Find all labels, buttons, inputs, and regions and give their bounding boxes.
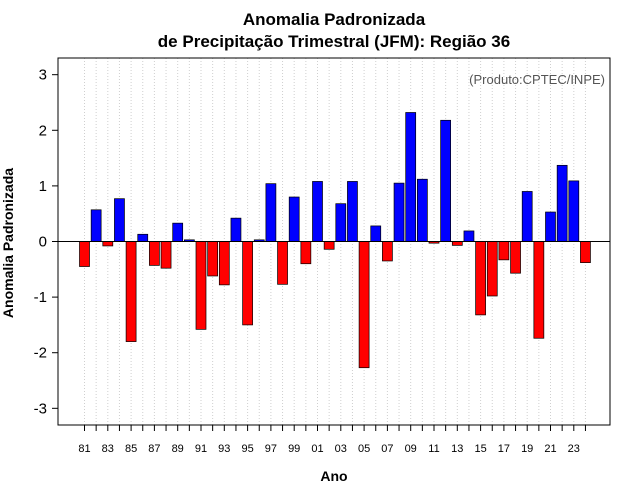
- bar-2006: [370, 225, 382, 242]
- bar-1993: [218, 241, 230, 286]
- bar-1994: [230, 217, 242, 242]
- x-tick-label: 23: [568, 443, 580, 455]
- bar-1995: [242, 241, 253, 326]
- bar-2014: [463, 230, 475, 242]
- x-tick-label: 03: [335, 443, 347, 455]
- bar-1998: [277, 241, 288, 285]
- bar-2010: [417, 178, 428, 242]
- x-tick-label: 91: [195, 443, 207, 455]
- bar-2012: [440, 119, 451, 242]
- x-tick-label: 87: [148, 443, 160, 455]
- y-tick-label: 1: [39, 178, 47, 195]
- bar-1997: [265, 183, 277, 242]
- x-tick-label: 85: [125, 443, 137, 455]
- x-tick-label: 05: [358, 443, 370, 455]
- y-tick-label: 2: [39, 122, 47, 139]
- bar-1984: [114, 198, 125, 242]
- bar-1985: [125, 241, 137, 342]
- bar-2019: [521, 191, 533, 242]
- x-tick-label: 09: [405, 443, 417, 455]
- bar-1999: [288, 196, 300, 242]
- x-tick-label: 97: [265, 443, 277, 455]
- x-tick-label: 13: [451, 443, 463, 455]
- x-tick-label: 17: [498, 443, 510, 455]
- bar-1991: [195, 241, 207, 330]
- bar-1992: [207, 241, 218, 277]
- x-axis: 81 83 85 87 89 91 93 95 97 99 01 03 05 07 09 11 13 15 17 19…: [78, 425, 586, 455]
- x-tick-label: 19: [521, 443, 533, 455]
- bar-2020: [533, 241, 545, 339]
- x-tick-label: 81: [78, 443, 90, 455]
- bars: [79, 112, 591, 369]
- bar-2017: [498, 241, 510, 261]
- bar-1983: [102, 241, 114, 247]
- y-axis: -3 -2 -1 0 1 2 3: [34, 67, 58, 417]
- x-tick-label: 11: [428, 443, 439, 455]
- y-tick-label: -1: [34, 289, 47, 306]
- bar-2009: [405, 112, 417, 242]
- bar-2024: [580, 241, 591, 263]
- bar-2001: [312, 181, 323, 242]
- bar-2008: [393, 182, 405, 242]
- bar-1988: [160, 241, 172, 269]
- x-tick-label: 15: [474, 443, 486, 455]
- bar-2013: [451, 241, 463, 246]
- bar-2003: [335, 203, 347, 242]
- bar-2002: [323, 241, 335, 250]
- y-tick-label: 3: [39, 67, 47, 84]
- y-axis-label: Anomalia Padronizada: [0, 168, 16, 318]
- x-tick-label: 93: [218, 443, 230, 455]
- bar-1987: [149, 241, 160, 266]
- x-tick-label: 07: [381, 443, 393, 455]
- bar-2016: [486, 241, 498, 297]
- bar-1981: [79, 241, 90, 267]
- bar-1986: [137, 233, 149, 242]
- bar-2005: [358, 241, 370, 369]
- bar-2022: [556, 164, 568, 242]
- x-tick-label: 95: [241, 443, 253, 455]
- x-tick-label: 83: [102, 443, 114, 455]
- x-tick-label: 21: [544, 443, 556, 455]
- bar-2015: [475, 241, 486, 316]
- chart-title-line-2: de Precipitação Trimestral (JFM): Região…: [158, 32, 510, 51]
- bar-2018: [510, 241, 521, 274]
- bar-2021: [545, 211, 556, 242]
- credit-annotation: (Produto:CPTEC/INPE): [469, 72, 605, 87]
- bar-1989: [172, 222, 184, 242]
- x-tick-label: 99: [288, 443, 300, 455]
- x-axis-label: Ano: [320, 468, 347, 484]
- y-tick-label: -2: [34, 345, 47, 362]
- y-tick-label: 0: [39, 234, 47, 251]
- bar-1982: [90, 209, 102, 242]
- y-tick-label: -3: [34, 400, 47, 417]
- bar-2007: [382, 241, 393, 262]
- chart-title-line-1: Anomalia Padronizada: [243, 10, 426, 29]
- x-tick-label: 89: [172, 443, 184, 455]
- bar-2004: [347, 181, 358, 242]
- bar-2023: [568, 180, 580, 242]
- x-tick-label: 01: [311, 443, 323, 455]
- bar-2000: [300, 241, 312, 265]
